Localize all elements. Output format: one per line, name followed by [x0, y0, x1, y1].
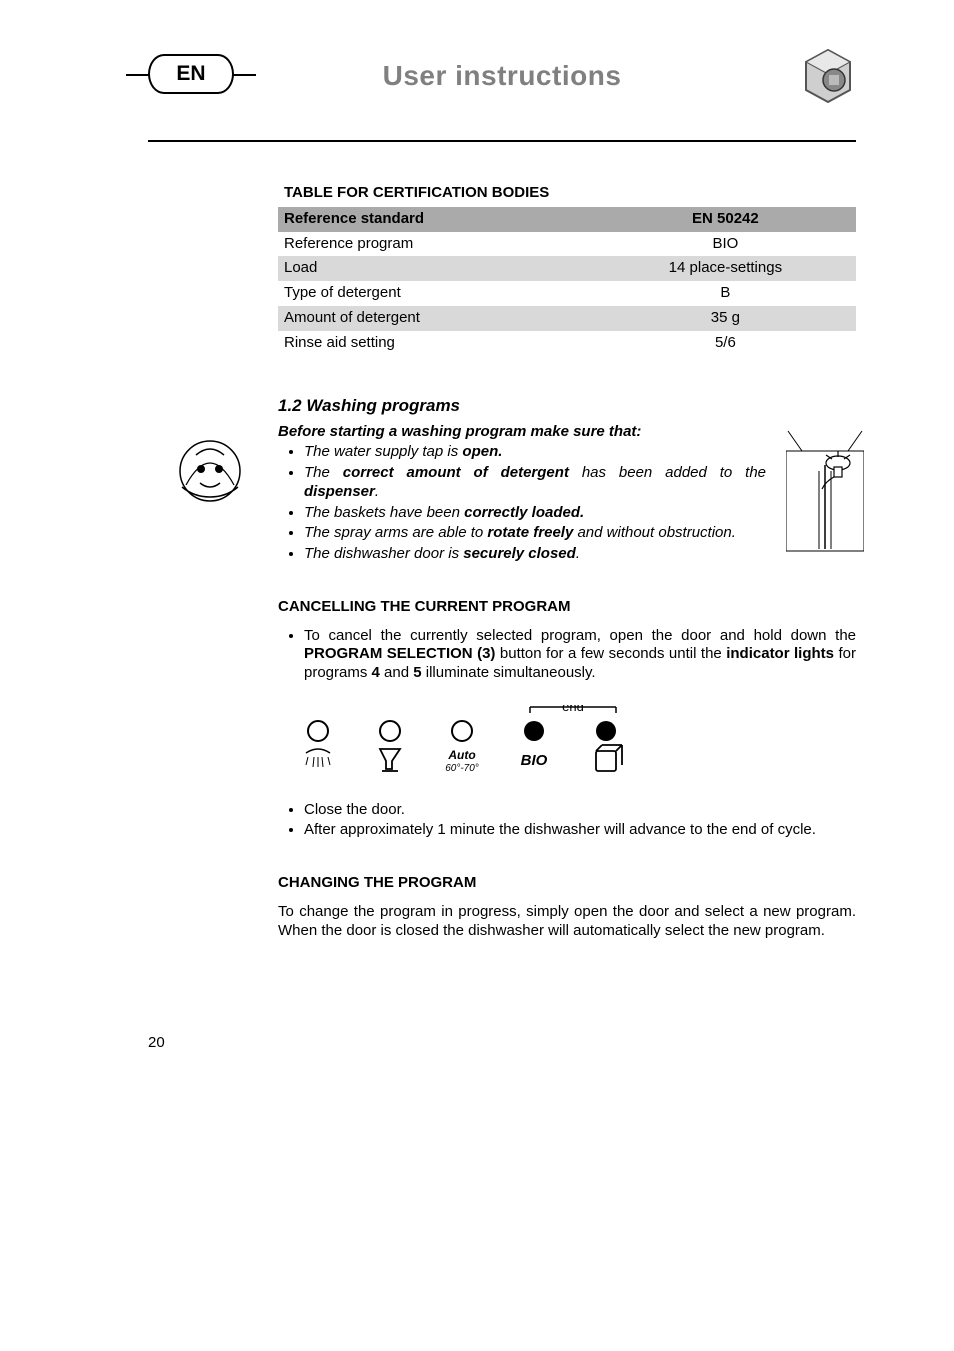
cell-label: Load: [278, 256, 595, 281]
page-number: 20: [148, 1034, 165, 1051]
cell-label: Amount of detergent: [278, 306, 595, 331]
table-row: Reference program BIO: [278, 232, 856, 257]
list-item: The dishwasher door is securely closed.: [304, 545, 766, 564]
list-item: The water supply tap is open.: [304, 443, 766, 462]
svg-text:Auto: Auto: [447, 748, 475, 762]
auto-program-icon: Auto 60°-70°: [445, 748, 479, 774]
table-row: Type of detergent B: [278, 281, 856, 306]
cell-label: Reference standard: [278, 207, 595, 232]
cert-table-title: TABLE FOR CERTIFICATION BODIES: [284, 184, 856, 203]
table-row: Reference standard EN 50242: [278, 207, 856, 232]
attention-face-icon: [174, 435, 246, 507]
page-title: User instructions: [148, 60, 856, 92]
washing-heading: 1.2 Washing programs: [278, 395, 856, 416]
list-item: The correct amount of detergent has been…: [304, 464, 766, 502]
cell-value: BIO: [595, 232, 856, 257]
list-item: To cancel the currently selected program…: [304, 627, 856, 683]
before-title: Before starting a washing program make s…: [278, 423, 856, 442]
svg-text:60°-70°: 60°-70°: [445, 763, 479, 774]
page-header: EN User instructions: [148, 54, 856, 124]
cell-label: Rinse aid setting: [278, 331, 595, 356]
program-icons-illustration: end Auto: [278, 705, 638, 775]
end-cycle-icon: [596, 745, 622, 771]
content-area: TABLE FOR CERTIFICATION BODIES Reference…: [278, 184, 856, 940]
cancel-list: To cancel the currently selected program…: [278, 627, 856, 683]
list-item: Close the door.: [304, 801, 856, 820]
cancelling-heading: CANCELLING THE CURRENT PROGRAM: [278, 598, 856, 617]
list-item: After approximately 1 minute the dishwas…: [304, 821, 856, 840]
before-list: The water supply tap is open. The correc…: [278, 443, 766, 564]
cell-label: Type of detergent: [278, 281, 595, 306]
cell-label: Reference program: [278, 232, 595, 257]
bio-program-icon: BIO: [521, 752, 548, 769]
table-row: Rinse aid setting 5/6: [278, 331, 856, 356]
before-block: Before starting a washing program make s…: [278, 423, 856, 564]
header-divider: [148, 140, 856, 142]
glass-icon: [380, 749, 400, 771]
list-item: The baskets have been correctly loaded.: [304, 504, 766, 523]
list-item: The spray arms are able to rotate freely…: [304, 524, 766, 543]
cell-value: 35 g: [595, 306, 856, 331]
table-row: Load 14 place-settings: [278, 256, 856, 281]
cancel-after-list: Close the door. After approximately 1 mi…: [278, 801, 856, 841]
brand-logo-icon: [800, 48, 856, 104]
cell-value: 14 place-settings: [595, 256, 856, 281]
page: EN User instructions TABLE FOR CERTIFICA…: [0, 0, 954, 1351]
svg-text:BIO: BIO: [521, 752, 548, 769]
soak-icon: [306, 749, 330, 767]
table-row: Amount of detergent 35 g: [278, 306, 856, 331]
cell-value: 5/6: [595, 331, 856, 356]
changing-body: To change the program in progress, simpl…: [278, 903, 856, 941]
cell-value: EN 50242: [595, 207, 856, 232]
water-tap-icon: [786, 429, 864, 559]
cell-value: B: [595, 281, 856, 306]
cert-table: Reference standard EN 50242 Reference pr…: [278, 207, 856, 356]
end-label: end: [562, 705, 584, 714]
changing-heading: CHANGING THE PROGRAM: [278, 874, 856, 893]
